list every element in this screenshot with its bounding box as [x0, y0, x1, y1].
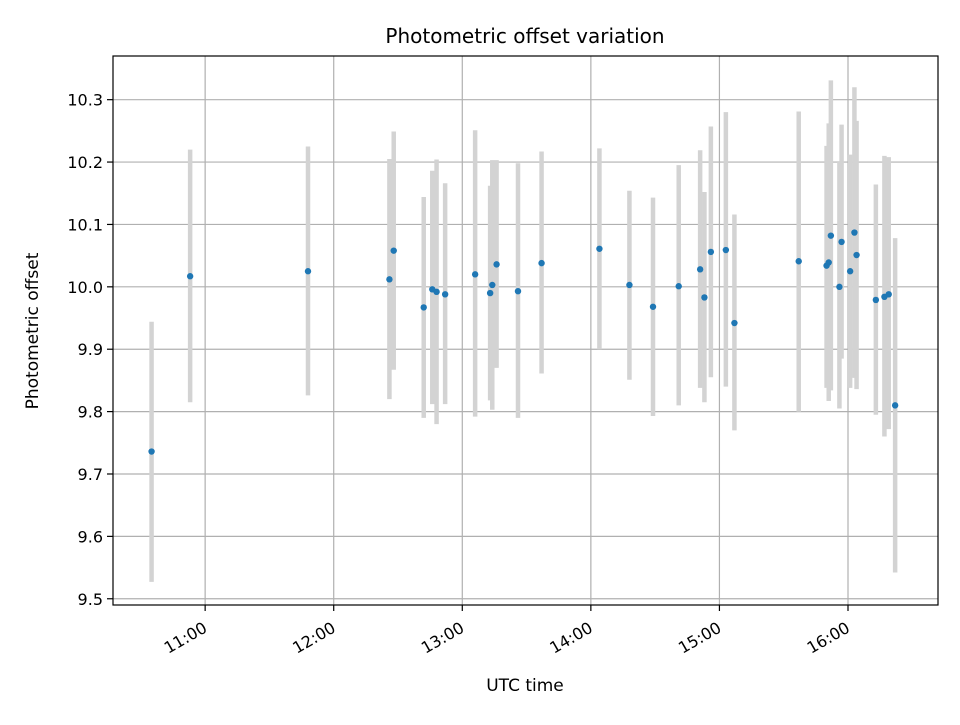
- data-point: [626, 281, 633, 289]
- data-point: [538, 259, 545, 267]
- data-point: [885, 291, 892, 298]
- data-point: [836, 283, 843, 291]
- data-point: [827, 232, 835, 239]
- data-point: [795, 258, 802, 265]
- y-tick-label: 10.3: [67, 91, 103, 110]
- chart-title: Photometric offset variation: [385, 24, 664, 48]
- data-point: [433, 288, 440, 296]
- data-point: [441, 291, 449, 298]
- y-tick-label: 10.1: [67, 215, 103, 234]
- data-point: [148, 448, 155, 455]
- data-point: [851, 229, 858, 236]
- y-tick-label: 9.5: [78, 590, 103, 609]
- data-point: [701, 294, 708, 301]
- data-point: [891, 402, 899, 409]
- data-point: [386, 276, 393, 283]
- data-point: [731, 319, 738, 327]
- data-point: [649, 303, 657, 310]
- data-point: [486, 289, 494, 297]
- data-point: [675, 283, 682, 290]
- y-axis-label: Photometric offset: [23, 252, 43, 409]
- data-point: [853, 251, 860, 259]
- data-point: [696, 266, 704, 273]
- y-tick-label: 9.6: [78, 527, 103, 546]
- data-point: [846, 268, 854, 275]
- data-point: [514, 287, 522, 295]
- data-point: [420, 304, 427, 311]
- y-axis-ticks: 9.5 9.6 9.7 9.8 9.9 10.0 10.1 10.2 10.3: [67, 91, 113, 609]
- y-tick-label: 10.2: [67, 153, 103, 172]
- plot-area-frame: [112, 55, 939, 606]
- y-tick-label: 9.9: [78, 340, 103, 359]
- data-point: [872, 296, 880, 304]
- data-point: [390, 247, 397, 254]
- data-point: [825, 259, 832, 266]
- data-point: [489, 281, 496, 289]
- data-point: [707, 248, 715, 256]
- data-points: [148, 229, 899, 455]
- x-axis-label: UTC time: [486, 676, 564, 696]
- y-tick-label: 10.0: [67, 278, 103, 297]
- y-tick-label: 9.8: [78, 403, 103, 422]
- data-point: [493, 261, 500, 268]
- data-point: [471, 271, 479, 278]
- data-point: [186, 273, 194, 280]
- data-point: [722, 246, 730, 254]
- y-tick-label: 9.7: [78, 465, 103, 484]
- data-point: [838, 238, 845, 246]
- data-point: [304, 268, 312, 275]
- data-point: [596, 245, 603, 252]
